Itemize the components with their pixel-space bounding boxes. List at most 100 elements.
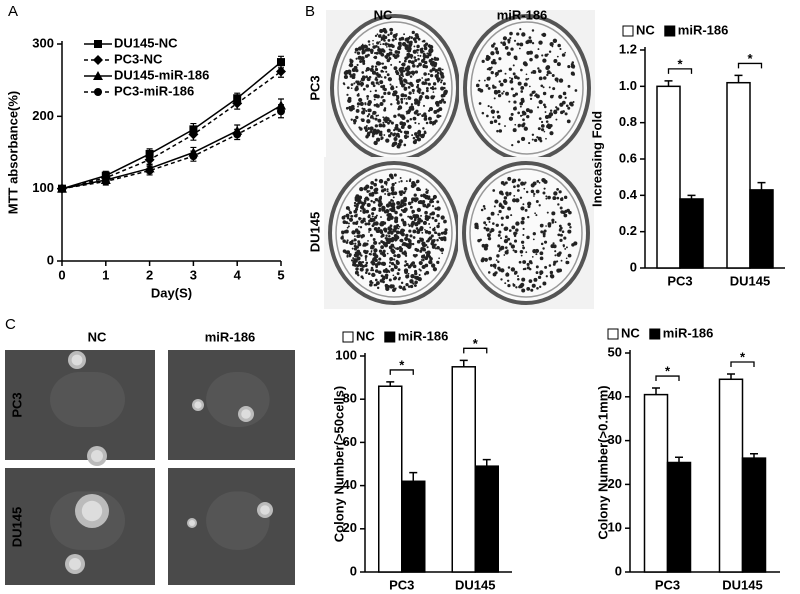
colony-dot — [434, 100, 440, 106]
colony-dot — [493, 119, 498, 123]
colony-dot — [373, 128, 377, 132]
colony-dot — [551, 218, 555, 222]
colony-dot — [354, 221, 359, 225]
colony-dot — [428, 106, 434, 112]
marker — [144, 154, 155, 165]
colony-dot — [387, 33, 390, 37]
colony-dot — [536, 286, 539, 290]
colony-dot — [503, 200, 508, 205]
colony-dot — [371, 281, 374, 284]
colony-dot — [549, 41, 554, 47]
colony-dot — [388, 51, 393, 56]
colony-dot — [436, 77, 441, 82]
colony-dot — [403, 87, 408, 91]
colony-dot — [404, 190, 407, 193]
colony-dot — [395, 259, 399, 263]
colony-dot — [410, 106, 415, 111]
colony-dot — [366, 77, 371, 82]
colony-dot — [539, 251, 544, 256]
colony-dot — [509, 191, 512, 195]
colony-dot — [380, 137, 383, 141]
colony-dot — [378, 83, 380, 86]
x-tick-label: PC3 — [655, 577, 680, 592]
colony-dot — [519, 101, 524, 106]
colony-dot — [545, 120, 549, 123]
colony-dot — [422, 63, 426, 67]
colony-dot — [361, 233, 365, 238]
colony-dot — [393, 136, 398, 142]
colony-dot — [397, 113, 401, 117]
colony-dot — [494, 271, 498, 275]
colony-dot — [413, 98, 419, 103]
colony-dot — [398, 225, 401, 228]
colony-dot — [367, 222, 371, 226]
dish-inner — [469, 168, 583, 298]
colony-dot — [361, 110, 366, 115]
colony-dot — [404, 208, 408, 212]
error-bar — [727, 373, 735, 380]
colony-dot — [345, 221, 349, 225]
colony-dot — [400, 247, 404, 251]
y-tick-label: 0 — [47, 252, 54, 267]
colony-dot — [515, 286, 518, 289]
colony-dot — [364, 220, 366, 223]
colony-dot — [425, 87, 429, 90]
colony-dot — [355, 68, 359, 73]
colony-dot — [545, 275, 548, 278]
colony-dot — [497, 213, 500, 216]
colony-dot — [374, 34, 378, 38]
dish-rim — [463, 14, 591, 162]
colony-dot — [487, 105, 490, 108]
colony-dot — [574, 89, 578, 92]
colony-dot — [517, 140, 520, 144]
colony-dot — [356, 230, 361, 235]
colony-dot — [551, 73, 555, 77]
colony-dot — [406, 119, 410, 123]
colony-dot — [415, 134, 419, 139]
colony-dot — [491, 71, 494, 74]
x-tick-label: 3 — [190, 267, 197, 282]
colony-dot — [421, 91, 425, 95]
colony-dot — [369, 67, 374, 72]
y-tick-label: 0 — [630, 259, 637, 274]
colony-dot — [428, 260, 433, 265]
colony-dot — [488, 256, 492, 261]
colony-dot — [394, 219, 399, 224]
colony-dot — [401, 209, 404, 212]
colony-dot — [391, 143, 395, 148]
colony-dot — [501, 92, 504, 95]
colony-dot — [440, 86, 445, 91]
colony-dot — [413, 45, 416, 48]
series-line — [61, 61, 282, 190]
y-axis-label: Increasing Fold — [589, 111, 604, 207]
colony-dot — [389, 256, 394, 261]
y-tick-label: 1.2 — [619, 41, 637, 56]
colony-dot — [359, 217, 362, 220]
colony-dot — [399, 231, 403, 235]
error-bar — [750, 452, 758, 459]
colony-dot — [387, 39, 391, 42]
colony-dot — [427, 189, 429, 192]
colony-dot — [526, 50, 531, 55]
colony-dot — [419, 54, 422, 57]
colony-dot — [503, 196, 508, 200]
colony-dot — [413, 56, 417, 59]
colony-core — [189, 520, 195, 526]
colony-dot — [558, 251, 562, 255]
colony-dot — [486, 55, 491, 60]
colony-dot — [442, 82, 446, 86]
colony-dot — [372, 269, 374, 272]
colony-dot — [379, 29, 384, 33]
colony-dot — [396, 144, 401, 149]
colony-dot — [525, 251, 528, 254]
colony-dot — [526, 266, 530, 270]
colony-dot — [351, 247, 354, 250]
colony-dot — [440, 231, 444, 235]
colony-dot — [346, 226, 349, 229]
colony-dot — [393, 114, 397, 118]
colony-dot — [373, 94, 378, 99]
colony-dot — [360, 77, 366, 82]
colony-dot — [557, 43, 561, 48]
colony-dot — [530, 288, 534, 292]
colony-dot — [377, 202, 382, 208]
